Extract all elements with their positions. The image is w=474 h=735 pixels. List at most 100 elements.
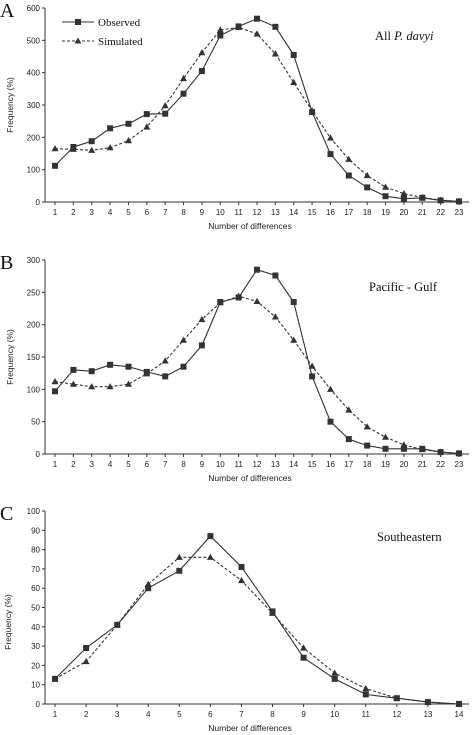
observed-point-b-8 [198,342,205,349]
x-tick-label-a-15: 16 [326,208,335,217]
simulated-point-b-3 [106,383,114,390]
simulated-point-b-1 [69,380,77,387]
observed-line-c [54,535,460,705]
x-tick-label-b-14: 15 [308,460,317,469]
x-tick-label-c-5: 6 [208,710,213,719]
y-tick-label-a-6: 600 [27,4,41,13]
simulated-point-c-2 [113,621,121,628]
simulated-line-b [54,295,460,454]
observed-point-b-2 [88,368,95,375]
simulated-point-a-5 [143,123,151,130]
simulated-point-a-2 [88,146,96,153]
y-tick-label-b-3: 150 [27,353,41,362]
observed-point-b-19 [400,445,407,452]
simulated-point-a-4 [125,137,132,144]
observed-point-a-16 [345,172,352,179]
x-tick-label-a-21: 22 [436,208,445,217]
simulated-point-b-6 [161,357,169,364]
simulated-point-b-4 [125,380,132,387]
x-tick-label-a-3: 4 [108,208,113,217]
x-tick-label-a-11: 12 [253,208,262,217]
simulated-point-a-20 [418,193,426,201]
observed-point-c-3 [145,585,152,592]
x-tick-label-c-4: 5 [177,710,182,719]
y-tick-label-c-5: 50 [31,604,40,613]
y-tick-label-a-0: 0 [36,198,41,207]
simulated-point-a-17 [363,171,371,179]
simulated-point-c-0 [51,675,59,682]
simulated-point-a-14 [308,107,316,114]
simulated-line-a [54,26,460,202]
observed-point-b-16 [345,436,352,443]
simulated-point-c-1 [82,657,90,665]
simulated-point-c-8 [300,644,308,651]
observed-point-a-2 [88,138,95,145]
observed-point-a-13 [290,51,297,58]
simulated-point-b-10 [235,292,243,299]
y-axis-label-a: Frequency (%) [5,77,15,133]
observed-point-c-9 [331,675,338,682]
y-tick-label-c-7: 70 [31,565,40,574]
x-tick-label-a-1: 2 [71,208,76,217]
y-tick-label-c-2: 20 [31,661,40,670]
observed-point-a-15 [327,151,334,158]
simulated-point-b-15 [327,385,334,392]
observed-point-b-1 [70,366,77,373]
panel-a-title-prefix: All [375,29,394,43]
observed-point-b-3 [107,361,114,368]
simulated-point-c-6 [238,576,245,584]
observed-point-a-12 [272,23,279,30]
y-tick-label-b-2: 100 [27,385,41,394]
x-tick-label-a-22: 23 [455,208,464,217]
panel-a: A All P. davyi Number of differences Fre… [0,0,469,231]
x-tick-label-b-0: 1 [53,460,58,469]
simulated-point-b-2 [88,383,96,390]
observed-point-b-11 [254,266,260,273]
simulated-point-b-8 [198,315,206,323]
x-tick-label-b-19: 20 [399,460,408,469]
x-tick-label-b-22: 23 [455,460,464,469]
panel-a-title: All P. davyi [375,29,434,43]
legend-simulated-label: Simulated [98,36,143,48]
panel-b: B Pacific - Gulf Number of differences F… [0,252,469,483]
simulated-point-b-22 [455,449,463,456]
observed-point-a-17 [364,184,371,191]
panel-b-title: Pacific - Gulf [369,280,438,294]
legend-simulated-marker [74,37,82,44]
simulated-point-b-7 [180,336,187,343]
panel-c: C Southeastern Number of differences Fre… [0,503,469,733]
y-axis-label-b: Frequency (%) [5,329,15,385]
observed-point-a-4 [125,120,132,127]
panel-c-title: Southeastern [377,530,442,544]
simulated-point-b-9 [216,299,224,306]
x-tick-label-b-1: 2 [71,460,76,469]
panel-letter-b: B [0,252,13,274]
observed-point-b-0 [52,388,58,395]
x-tick-label-c-10: 11 [362,710,371,719]
x-tick-label-a-6: 7 [163,208,168,217]
x-tick-label-a-8: 9 [200,208,205,217]
observed-point-a-6 [162,110,169,117]
x-axis-label-a: Number of differences [208,221,291,231]
panel-letter-c: C [0,503,13,525]
y-tick-label-c-3: 30 [31,642,40,651]
observed-point-b-6 [162,373,169,380]
simulated-point-b-21 [437,448,445,455]
observed-point-b-4 [125,363,132,370]
simulated-point-a-22 [455,197,463,204]
x-tick-label-b-6: 7 [163,460,168,469]
x-tick-label-a-13: 14 [289,208,298,217]
y-tick-label-c-9: 90 [31,526,40,535]
x-tick-label-b-20: 21 [418,460,427,469]
simulated-point-c-12 [424,698,432,705]
x-tick-label-a-16: 17 [344,208,353,217]
x-axis-label-c: Number of differences [208,723,291,733]
simulated-point-a-13 [290,78,298,85]
simulated-point-a-7 [180,74,187,82]
y-tick-label-c-10: 100 [27,507,41,516]
y-tick-label-b-5: 250 [27,288,41,297]
x-tick-label-a-5: 6 [145,208,150,217]
simulated-point-b-16 [345,406,353,413]
observed-point-a-8 [198,68,205,74]
legend-observed-label: Observed [98,17,141,29]
